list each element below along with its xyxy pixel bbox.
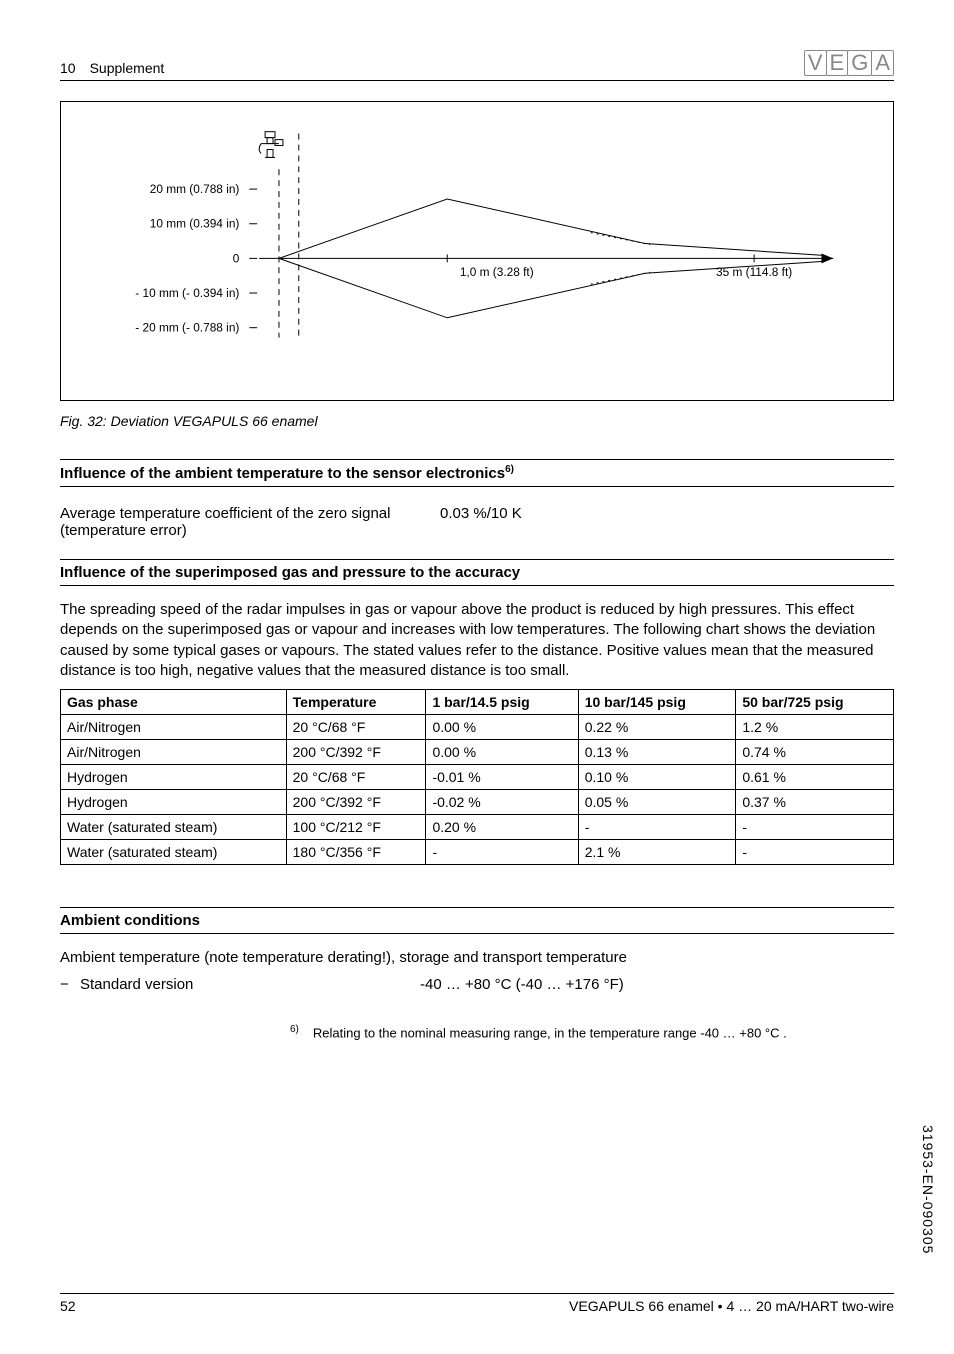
table-row: Hydrogen20 °C/68 °F-0.01 %0.10 %0.61 % xyxy=(61,765,894,790)
section-title-text: Influence of the ambient temperature to … xyxy=(60,465,505,482)
table-cell: Air/Nitrogen xyxy=(61,740,287,765)
col-header: Gas phase xyxy=(61,690,287,715)
table-cell: 20 °C/68 °F xyxy=(286,765,426,790)
deviation-chart: 20 mm (0.788 in) 10 mm (0.394 in) 0 - 10… xyxy=(60,101,894,401)
section-label: 10 Supplement xyxy=(60,60,164,76)
dash-icon: − xyxy=(60,976,80,993)
table-cell: 0.10 % xyxy=(578,765,736,790)
gas-influence-table: Gas phase Temperature 1 bar/14.5 psig 10… xyxy=(60,689,894,865)
table-row: Air/Nitrogen20 °C/68 °F0.00 %0.22 %1.2 % xyxy=(61,715,894,740)
ambient-item-label: Standard version xyxy=(80,976,420,993)
doc-title: VEGAPULS 66 enamel • 4 … 20 mA/HART two-… xyxy=(569,1298,894,1314)
table-row: Water (saturated steam)180 °C/356 °F-2.1… xyxy=(61,840,894,865)
temp-coeff-value: 0.03 %/10 K xyxy=(440,505,894,539)
page-number: 52 xyxy=(60,1298,76,1314)
ambient-item-value: -40 … +80 °C (-40 … +176 °F) xyxy=(420,976,894,993)
section-title-gas-influence: Influence of the superimposed gas and pr… xyxy=(60,559,894,586)
doc-side-code: 31953-EN-090305 xyxy=(920,1125,936,1254)
table-row: Air/Nitrogen200 °C/392 °F0.00 %0.13 %0.7… xyxy=(61,740,894,765)
deviation-chart-svg: 20 mm (0.788 in) 10 mm (0.394 in) 0 - 10… xyxy=(81,122,863,375)
table-cell: 0.05 % xyxy=(578,790,736,815)
section-title-sup: 6) xyxy=(505,464,514,475)
footnote: 6) Relating to the nominal measuring rang… xyxy=(290,1023,894,1042)
table-cell: 200 °C/392 °F xyxy=(286,740,426,765)
page-header: 10 Supplement V E G A xyxy=(60,50,894,81)
figure-caption: Fig. 32: Deviation VEGAPULS 66 enamel xyxy=(60,413,894,429)
ytick-label: - 10 mm (- 0.394 in) xyxy=(135,286,239,300)
table-cell: 0.00 % xyxy=(426,715,578,740)
table-cell: 0.13 % xyxy=(578,740,736,765)
table-cell: 20 °C/68 °F xyxy=(286,715,426,740)
col-header: 1 bar/14.5 psig xyxy=(426,690,578,715)
table-cell: Air/Nitrogen xyxy=(61,715,287,740)
ambient-line: Ambient temperature (note temperature de… xyxy=(60,948,894,968)
logo-letter: V xyxy=(804,50,827,76)
ytick-label: - 20 mm (- 0.788 in) xyxy=(135,321,239,335)
table-cell: Water (saturated steam) xyxy=(61,840,287,865)
table-row: Hydrogen200 °C/392 °F-0.02 %0.05 %0.37 % xyxy=(61,790,894,815)
table-cell: 0.37 % xyxy=(736,790,894,815)
table-cell: - xyxy=(426,840,578,865)
xlabel: 35 m (114.8 ft) xyxy=(716,265,792,279)
temp-coeff-label: Average temperature coefficient of the z… xyxy=(60,505,440,539)
gas-influence-intro: The spreading speed of the radar impulse… xyxy=(60,600,894,681)
table-cell: - xyxy=(736,815,894,840)
temp-coeff-row: Average temperature coefficient of the z… xyxy=(60,505,894,539)
section-title-ambient: Ambient conditions xyxy=(60,907,894,934)
table-cell: 0.74 % xyxy=(736,740,894,765)
col-header: 50 bar/725 psig xyxy=(736,690,894,715)
sensor-icon xyxy=(259,132,283,158)
ytick-label: 10 mm (0.394 in) xyxy=(150,217,240,231)
table-cell: 0.61 % xyxy=(736,765,894,790)
section-title-temp-influence: Influence of the ambient temperature to … xyxy=(60,459,894,487)
table-cell: 2.1 % xyxy=(578,840,736,865)
logo-letter: A xyxy=(871,50,894,76)
col-header: 10 bar/145 psig xyxy=(578,690,736,715)
table-row: Water (saturated steam)100 °C/212 °F0.20… xyxy=(61,815,894,840)
xlabel: 1,0 m (3.28 ft) xyxy=(460,265,534,279)
footnote-text: Relating to the nominal measuring range,… xyxy=(313,1026,787,1041)
chart-y-ticks: 20 mm (0.788 in) 10 mm (0.394 in) 0 - 10… xyxy=(135,182,257,335)
page-footer: 52 VEGAPULS 66 enamel • 4 … 20 mA/HART t… xyxy=(60,1293,894,1314)
table-cell: 100 °C/212 °F xyxy=(286,815,426,840)
ytick-label: 20 mm (0.788 in) xyxy=(150,182,240,196)
table-cell: -0.01 % xyxy=(426,765,578,790)
table-cell: 0.00 % xyxy=(426,740,578,765)
logo-letter: E xyxy=(826,50,849,76)
col-header: Temperature xyxy=(286,690,426,715)
chart-envelope-upper xyxy=(279,199,823,258)
table-cell: Hydrogen xyxy=(61,765,287,790)
table-cell: 1.2 % xyxy=(736,715,894,740)
table-cell: 0.20 % xyxy=(426,815,578,840)
logo-letter: G xyxy=(847,50,872,76)
table-cell: 0.22 % xyxy=(578,715,736,740)
ytick-label: 0 xyxy=(233,252,240,266)
table-header-row: Gas phase Temperature 1 bar/14.5 psig 10… xyxy=(61,690,894,715)
footnote-sup: 6) xyxy=(290,1024,299,1035)
table-cell: Water (saturated steam) xyxy=(61,815,287,840)
table-cell: 200 °C/392 °F xyxy=(286,790,426,815)
table-cell: -0.02 % xyxy=(426,790,578,815)
table-cell: - xyxy=(578,815,736,840)
table-cell: 180 °C/356 °F xyxy=(286,840,426,865)
table-cell: Hydrogen xyxy=(61,790,287,815)
table-cell: - xyxy=(736,840,894,865)
ambient-item: − Standard version -40 … +80 °C (-40 … +… xyxy=(60,976,894,993)
brand-logo: V E G A xyxy=(804,50,894,76)
